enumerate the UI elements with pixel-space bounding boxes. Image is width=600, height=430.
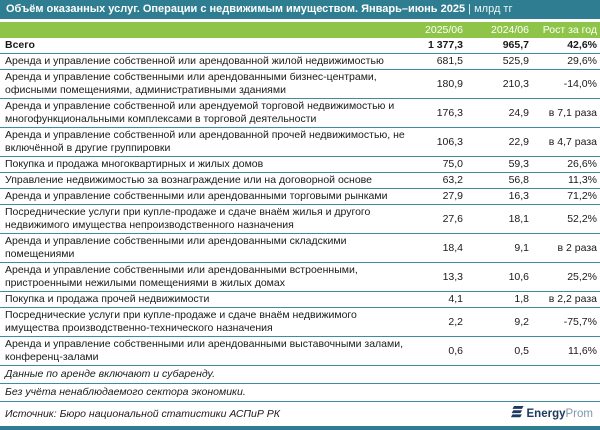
row-value-2024: 10,6 bbox=[466, 262, 532, 292]
title-unit: млрд тг bbox=[474, 3, 513, 15]
footnote-unobserved: Без учёта ненаблюдаемого сектора экономи… bbox=[0, 384, 600, 402]
row-value-2024: 965,7 bbox=[466, 38, 532, 54]
row-value-2025: 27,9 bbox=[408, 188, 466, 205]
row-label: Аренда и управление собственной или арен… bbox=[0, 98, 408, 128]
source-row: Источник: Бюро национальной статистики А… bbox=[0, 402, 600, 426]
row-growth: 42,6% bbox=[532, 38, 600, 54]
row-growth: в 2,2 раза bbox=[532, 291, 600, 308]
table-row: Аренда и управление собственными или аре… bbox=[0, 188, 600, 205]
row-value-2024: 9,2 bbox=[466, 307, 532, 337]
services-table: 2025/06 2024/06 Рост за год Всего 1 377,… bbox=[0, 22, 600, 366]
row-value-2025: 63,2 bbox=[408, 172, 466, 189]
row-value-2024: 22,9 bbox=[466, 127, 532, 157]
row-value-2024: 210,3 bbox=[466, 69, 532, 99]
table-body: Всего 1 377,3 965,7 42,6% Аренда и управ… bbox=[0, 38, 600, 366]
row-growth: в 2 раза bbox=[532, 233, 600, 263]
row-value-2024: 1,8 bbox=[466, 291, 532, 308]
row-value-2025: 27,6 bbox=[408, 204, 466, 234]
table-row: Всего 1 377,3 965,7 42,6% bbox=[0, 38, 600, 54]
table-row: Покупка и продажа многоквартирных и жилы… bbox=[0, 156, 600, 173]
table-row: Аренда и управление собственной или арен… bbox=[0, 98, 600, 128]
table-row: Посреднические услуги при купле-продаже … bbox=[0, 307, 600, 337]
row-label: Аренда и управление собственными или аре… bbox=[0, 233, 408, 263]
logo-text-bold: Energy bbox=[526, 408, 566, 420]
row-label: Аренда и управление собственными или аре… bbox=[0, 336, 408, 366]
table-header-row: 2025/06 2024/06 Рост за год bbox=[0, 22, 600, 38]
column-header-growth: Рост за год bbox=[532, 22, 600, 38]
row-value-2024: 24,9 bbox=[466, 98, 532, 128]
row-value-2025: 1 377,3 bbox=[408, 38, 466, 54]
row-growth: 71,2% bbox=[532, 188, 600, 205]
row-value-2025: 180,9 bbox=[408, 69, 466, 99]
logo-text: EnergyProm bbox=[527, 408, 593, 420]
table-row: Аренда и управление собственной или арен… bbox=[0, 53, 600, 70]
row-value-2024: 59,3 bbox=[466, 156, 532, 173]
row-value-2025: 4,1 bbox=[408, 291, 466, 308]
row-value-2024: 16,3 bbox=[466, 188, 532, 205]
row-growth: -75,7% bbox=[532, 307, 600, 337]
table-row: Управление недвижимостью за вознагражден… bbox=[0, 172, 600, 189]
row-label: Посреднические услуги при купле-продаже … bbox=[0, 204, 408, 234]
row-value-2024: 18,1 bbox=[466, 204, 532, 234]
row-value-2024: 9,1 bbox=[466, 233, 532, 263]
column-header-empty bbox=[0, 22, 408, 38]
row-value-2025: 18,4 bbox=[408, 233, 466, 263]
row-value-2025: 176,3 bbox=[408, 98, 466, 128]
row-value-2024: 525,9 bbox=[466, 53, 532, 70]
title-bar: Объём оказанных услуг. Операции с недвиж… bbox=[0, 0, 600, 19]
table-row: Аренда и управление собственными или аре… bbox=[0, 69, 600, 99]
page-title: Объём оказанных услуг. Операции с недвиж… bbox=[6, 3, 466, 15]
column-header-2025: 2025/06 bbox=[408, 22, 466, 38]
row-label: Аренда и управление собственными или аре… bbox=[0, 262, 408, 292]
bottom-accent-bar bbox=[0, 426, 600, 430]
row-growth: -14,0% bbox=[532, 69, 600, 99]
table-row: Посреднические услуги при купле-продаже … bbox=[0, 204, 600, 234]
table-row: Аренда и управление собственными или аре… bbox=[0, 233, 600, 263]
title-separator: | bbox=[465, 3, 475, 15]
row-value-2025: 13,3 bbox=[408, 262, 466, 292]
row-value-2025: 75,0 bbox=[408, 156, 466, 173]
source-text: Источник: Бюро национальной статистики А… bbox=[5, 408, 280, 420]
row-growth: 11,6% bbox=[532, 336, 600, 366]
row-growth: в 4,7 раза bbox=[532, 127, 600, 157]
row-label: Посреднические услуги при купле-продаже … bbox=[0, 307, 408, 337]
row-value-2025: 681,5 bbox=[408, 53, 466, 70]
row-label: Аренда и управление собственной или арен… bbox=[0, 53, 408, 70]
energyprom-logo: EnergyProm bbox=[510, 405, 593, 423]
row-value-2025: 106,3 bbox=[408, 127, 466, 157]
table-row: Аренда и управление собственной или арен… bbox=[0, 127, 600, 157]
table-row: Аренда и управление собственными или аре… bbox=[0, 262, 600, 292]
row-value-2024: 56,8 bbox=[466, 172, 532, 189]
row-growth: 26,6% bbox=[532, 156, 600, 173]
footnote-subrent: Данные по аренде включают и субаренду. bbox=[0, 366, 600, 384]
row-label: Аренда и управление собственными или аре… bbox=[0, 188, 408, 205]
row-growth: 52,2% bbox=[532, 204, 600, 234]
row-label: Управление недвижимостью за вознагражден… bbox=[0, 172, 408, 189]
row-growth: 11,3% bbox=[532, 172, 600, 189]
row-growth: 29,6% bbox=[532, 53, 600, 70]
row-value-2025: 0,6 bbox=[408, 336, 466, 366]
row-growth: в 7,1 раза bbox=[532, 98, 600, 128]
row-value-2025: 2,2 bbox=[408, 307, 466, 337]
row-label: Покупка и продажа прочей недвижимости bbox=[0, 291, 408, 308]
row-label: Покупка и продажа многоквартирных и жилы… bbox=[0, 156, 408, 173]
row-label: Аренда и управление собственной или арен… bbox=[0, 127, 408, 157]
row-value-2024: 0,5 bbox=[466, 336, 532, 366]
column-header-2024: 2024/06 bbox=[466, 22, 532, 38]
logo-text-light: Prom bbox=[565, 408, 593, 420]
energyprom-icon bbox=[510, 405, 524, 423]
table-row: Аренда и управление собственными или аре… bbox=[0, 336, 600, 366]
row-label: Аренда и управление собственными или аре… bbox=[0, 69, 408, 99]
row-growth: 25,2% bbox=[532, 262, 600, 292]
table-row: Покупка и продажа прочей недвижимости 4,… bbox=[0, 291, 600, 308]
row-label: Всего bbox=[0, 38, 408, 54]
